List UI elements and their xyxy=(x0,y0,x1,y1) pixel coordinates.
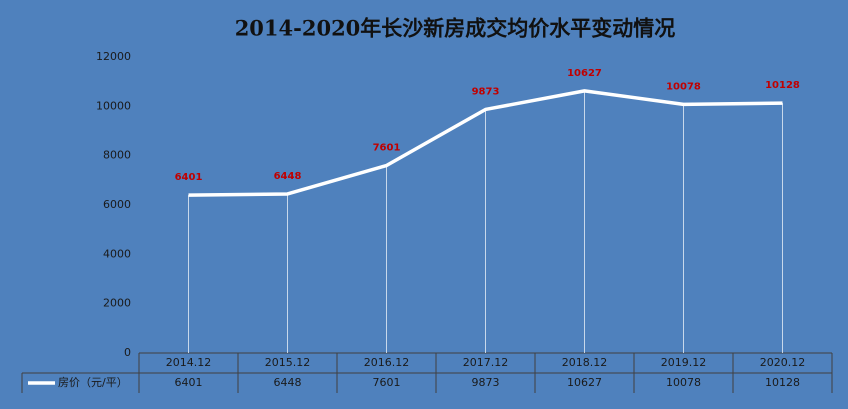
value-label: 6401 xyxy=(175,172,203,183)
y-tick-label: 8000 xyxy=(103,149,131,162)
x-tick-label: 2014.12 xyxy=(166,356,212,369)
table-value: 6448 xyxy=(274,376,302,389)
table-value: 6401 xyxy=(175,376,203,389)
value-label: 7601 xyxy=(373,143,401,154)
series-line xyxy=(188,89,783,197)
value-label: 10128 xyxy=(765,80,800,91)
value-label: 9873 xyxy=(472,86,500,97)
x-tick-label: 2020.12 xyxy=(760,356,806,369)
y-tick-label: 10000 xyxy=(96,99,131,112)
value-label: 10078 xyxy=(666,81,701,92)
table-value: 10627 xyxy=(567,376,602,389)
y-tick-label: 12000 xyxy=(96,50,131,63)
x-tick-label: 2017.12 xyxy=(463,356,509,369)
value-label: 6448 xyxy=(274,171,302,182)
y-tick-label: 0 xyxy=(124,346,131,359)
table-value: 10078 xyxy=(666,376,701,389)
x-tick-label: 2018.12 xyxy=(562,356,608,369)
value-label: 10627 xyxy=(567,68,602,79)
y-tick-label: 6000 xyxy=(103,198,131,211)
x-tick-label: 2019.12 xyxy=(661,356,707,369)
x-tick-label: 2015.12 xyxy=(265,356,311,369)
table-value: 10128 xyxy=(765,376,800,389)
y-tick-label: 4000 xyxy=(103,247,131,260)
table-value: 7601 xyxy=(373,376,401,389)
legend-label: 房价（元/平） xyxy=(58,376,128,389)
x-tick-label: 2016.12 xyxy=(364,356,410,369)
y-tick-label: 2000 xyxy=(103,297,131,310)
chart-title: 2014-2020年长沙新房成交均价水平变动情况 xyxy=(235,16,676,41)
table-value: 9873 xyxy=(472,376,500,389)
